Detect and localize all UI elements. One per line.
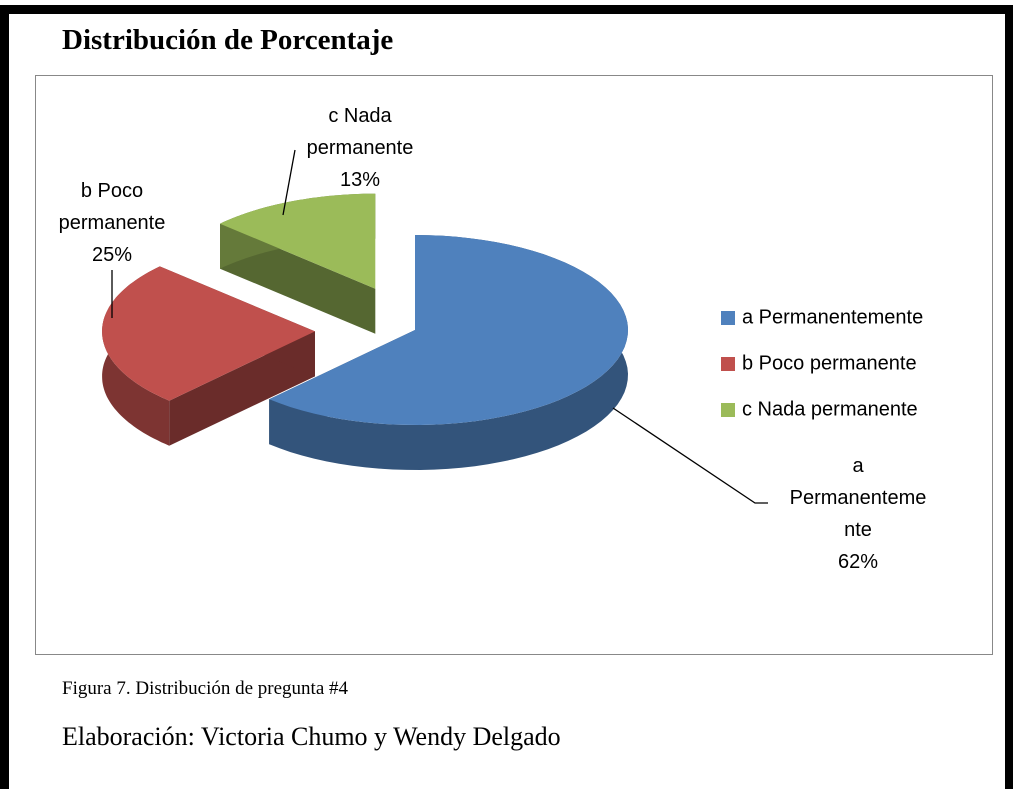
caption: Figura 7. Distribución de pregunta #4 [62, 678, 349, 699]
legend-label: b Poco permanente [742, 352, 917, 374]
slice-top [220, 193, 376, 289]
legend-swatch [721, 403, 735, 417]
data-label-name: b Poco permanente [58, 180, 166, 234]
legend-label: c Nada permanente [742, 398, 918, 420]
data-label-value: 62% [837, 551, 879, 573]
data-label-value: 25% [91, 244, 133, 266]
slice-top [269, 235, 628, 425]
chart-title: Distribución de Porcentaje [62, 24, 394, 56]
leader-line [612, 407, 768, 504]
data-label: a Permanentemente 62% [788, 450, 928, 578]
legend-label: a Permanentemente [742, 306, 923, 328]
data-label-name: a Permanentemente [789, 455, 927, 541]
legend-swatch [721, 357, 735, 371]
data-label: c Nada permanente 13% [285, 100, 435, 196]
pie-slice [102, 266, 315, 446]
data-label: b Poco permanente 25% [42, 175, 182, 271]
data-label-name: c Nada permanente [306, 105, 414, 159]
leader-line [282, 149, 296, 216]
frame [0, 5, 1013, 789]
legend-swatch [721, 311, 735, 325]
pie-slice [220, 193, 376, 334]
pie-slice [269, 235, 628, 470]
data-label-value: 13% [339, 169, 381, 191]
chart-area [35, 75, 993, 655]
credit: Elaboración: Victoria Chumo y Wendy Delg… [62, 722, 561, 751]
slice-top [102, 266, 315, 401]
